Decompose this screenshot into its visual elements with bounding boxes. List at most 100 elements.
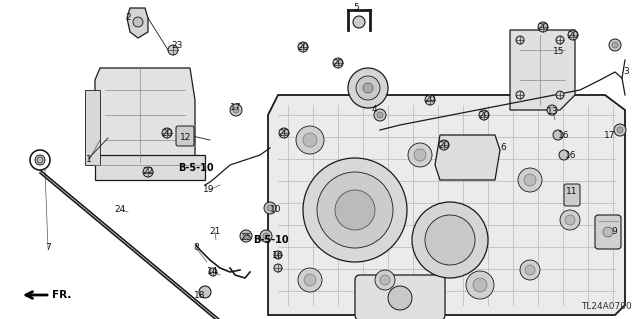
Text: 2: 2 <box>125 12 131 21</box>
Text: 19: 19 <box>204 186 215 195</box>
FancyBboxPatch shape <box>355 275 445 319</box>
Circle shape <box>425 95 435 105</box>
Circle shape <box>143 167 153 177</box>
Circle shape <box>240 230 252 242</box>
Circle shape <box>356 76 380 100</box>
Text: 16: 16 <box>565 151 577 160</box>
Text: 5: 5 <box>353 4 359 12</box>
Circle shape <box>263 233 269 239</box>
Circle shape <box>520 260 540 280</box>
Text: 14: 14 <box>207 268 219 277</box>
Circle shape <box>609 39 621 51</box>
Circle shape <box>353 16 365 28</box>
Text: 21: 21 <box>209 227 221 236</box>
Text: 17: 17 <box>230 103 242 113</box>
Text: 13: 13 <box>547 108 559 116</box>
Text: 20: 20 <box>567 31 579 40</box>
Circle shape <box>414 149 426 161</box>
Circle shape <box>230 104 242 116</box>
Text: 10: 10 <box>270 205 282 214</box>
Circle shape <box>264 202 276 214</box>
Circle shape <box>553 130 563 140</box>
Circle shape <box>304 274 316 286</box>
Text: 6: 6 <box>500 144 506 152</box>
Circle shape <box>388 286 412 310</box>
FancyBboxPatch shape <box>176 126 194 146</box>
Circle shape <box>408 143 432 167</box>
Circle shape <box>556 36 564 44</box>
Circle shape <box>524 174 536 186</box>
Circle shape <box>348 68 388 108</box>
Circle shape <box>303 158 407 262</box>
Text: 9: 9 <box>611 227 617 236</box>
Text: B-5-10: B-5-10 <box>253 235 289 245</box>
Circle shape <box>199 286 211 298</box>
Circle shape <box>612 42 618 48</box>
Text: 16: 16 <box>272 250 284 259</box>
Text: 20: 20 <box>538 23 548 32</box>
Polygon shape <box>127 8 148 38</box>
Text: 17: 17 <box>604 130 616 139</box>
Circle shape <box>243 233 249 239</box>
Circle shape <box>565 215 575 225</box>
Text: FR.: FR. <box>52 290 72 300</box>
Circle shape <box>547 105 557 115</box>
Text: 15: 15 <box>553 48 564 56</box>
Text: 11: 11 <box>566 188 578 197</box>
Text: 12: 12 <box>180 132 192 142</box>
Polygon shape <box>435 135 500 180</box>
Circle shape <box>260 230 272 242</box>
Circle shape <box>559 150 569 160</box>
Circle shape <box>335 190 375 230</box>
Circle shape <box>233 107 239 113</box>
Circle shape <box>303 133 317 147</box>
Circle shape <box>363 83 373 93</box>
Text: 20: 20 <box>332 58 344 68</box>
Text: 20: 20 <box>298 42 308 51</box>
Circle shape <box>516 36 524 44</box>
Circle shape <box>30 150 50 170</box>
Circle shape <box>317 172 393 248</box>
Circle shape <box>209 268 217 276</box>
FancyBboxPatch shape <box>595 215 621 249</box>
Text: 24: 24 <box>115 205 125 214</box>
Circle shape <box>279 128 289 138</box>
Circle shape <box>473 278 487 292</box>
Text: 1: 1 <box>86 155 92 165</box>
Circle shape <box>614 124 626 136</box>
Circle shape <box>333 58 343 68</box>
Circle shape <box>274 264 282 272</box>
Circle shape <box>162 128 172 138</box>
Text: B-5-10: B-5-10 <box>178 163 214 173</box>
Bar <box>85 90 100 165</box>
Circle shape <box>380 275 390 285</box>
Text: 18: 18 <box>195 291 205 300</box>
Circle shape <box>375 270 395 290</box>
Circle shape <box>525 265 535 275</box>
Circle shape <box>556 91 564 99</box>
Circle shape <box>603 227 613 237</box>
Circle shape <box>412 202 488 278</box>
Text: 3: 3 <box>623 68 629 77</box>
Circle shape <box>439 140 449 150</box>
Text: 22: 22 <box>142 167 154 176</box>
Polygon shape <box>510 30 575 110</box>
Text: 20: 20 <box>424 95 436 105</box>
Bar <box>95 155 205 180</box>
Text: 20: 20 <box>278 129 290 137</box>
Text: 20: 20 <box>161 129 173 137</box>
Text: 16: 16 <box>558 130 570 139</box>
Polygon shape <box>95 68 195 162</box>
Circle shape <box>168 45 178 55</box>
Circle shape <box>516 91 524 99</box>
Circle shape <box>298 42 308 52</box>
Text: 25: 25 <box>240 233 252 241</box>
Text: 20: 20 <box>478 110 490 120</box>
Circle shape <box>274 251 282 259</box>
Text: TL24A0700: TL24A0700 <box>581 302 632 311</box>
FancyBboxPatch shape <box>564 184 580 206</box>
Circle shape <box>425 215 475 265</box>
Circle shape <box>133 17 143 27</box>
Circle shape <box>560 210 580 230</box>
Circle shape <box>374 109 386 121</box>
